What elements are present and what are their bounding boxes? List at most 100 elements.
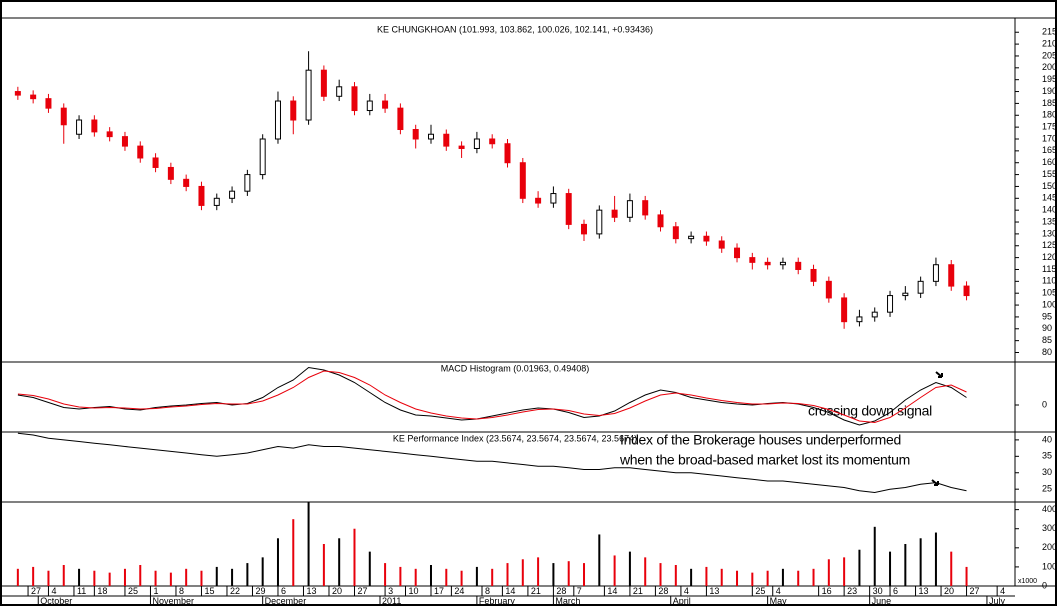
y-tick-label: 105 — [1042, 288, 1057, 298]
volume-bar — [919, 538, 922, 586]
volume-bar — [32, 566, 35, 586]
candle-body — [917, 280, 924, 294]
panel-title: KE Performance Index (23.5674, 23.5674, … — [393, 433, 637, 443]
candle-body — [581, 223, 588, 235]
y-tick-label: 120 — [1042, 252, 1057, 262]
volume-bar — [659, 563, 662, 586]
volume-bar — [812, 568, 815, 586]
month-label: May — [770, 596, 788, 606]
candle-body — [121, 136, 128, 147]
volume-bar — [353, 528, 356, 586]
y-tick-label: 110 — [1042, 276, 1056, 286]
candle-body — [734, 247, 741, 259]
candle-body — [642, 200, 649, 216]
candle-body — [749, 257, 756, 263]
x-tick-label: 23 — [847, 586, 857, 596]
volume-bar — [521, 559, 524, 586]
x-tick-label: 14 — [607, 586, 617, 596]
volume-bar — [292, 519, 295, 586]
annotation: crossing down signal — [808, 403, 932, 419]
candle-body — [596, 209, 603, 235]
candle-body — [366, 100, 373, 112]
x-tick-label: 21 — [531, 586, 541, 596]
volume-bar — [399, 566, 402, 586]
candle-body — [611, 209, 618, 218]
x-tick-label: 4 — [51, 586, 56, 596]
x-tick-label: 25 — [755, 586, 765, 596]
volume-bar — [445, 568, 448, 586]
x-tick-label: 10 — [408, 586, 418, 596]
volume-bar — [598, 534, 601, 586]
x-tick-label: 22 — [230, 586, 240, 596]
candle-body — [259, 138, 266, 176]
candle-body — [244, 174, 251, 192]
month-label: April — [673, 596, 691, 606]
x-tick-label: 4 — [1000, 586, 1005, 596]
candle-body — [519, 162, 526, 199]
candle-body — [902, 292, 909, 297]
candle-body — [137, 145, 144, 159]
month-label: October — [40, 596, 72, 606]
y-tick-label: 160 — [1042, 157, 1057, 167]
x-tick-label: 3 — [388, 586, 393, 596]
x-tick-label: 16 — [822, 586, 832, 596]
volume-bar — [491, 568, 494, 586]
volume-bar — [123, 568, 126, 586]
candle-body — [305, 69, 312, 121]
volume-bar — [965, 566, 968, 586]
candle-body — [535, 197, 542, 204]
candle-body — [887, 295, 894, 313]
y-tick-label: 175 — [1042, 122, 1057, 132]
y-tick-label: 215 — [1042, 27, 1057, 37]
x-tick-label: 4 — [684, 586, 689, 596]
volume-bar — [751, 572, 754, 586]
candle-body — [963, 285, 970, 297]
volume-bar — [567, 561, 570, 586]
panel-title: MACD Histogram (0.01963, 0.49408) — [441, 363, 590, 373]
volume-bar — [644, 557, 647, 586]
volume-bar — [736, 570, 739, 586]
y-tick-label: 115 — [1042, 264, 1056, 274]
volume-bar — [904, 544, 907, 586]
x-tick-label: 13 — [709, 586, 719, 596]
x-tick-label: 20 — [332, 586, 342, 596]
x-tick-label: 29 — [255, 586, 265, 596]
y-tick-label: 195 — [1042, 74, 1057, 84]
x-tick-label: 8 — [179, 586, 184, 596]
y-tick-label: 130 — [1042, 228, 1057, 238]
candle-body — [657, 214, 664, 228]
y-tick-label: 90 — [1042, 323, 1052, 333]
month-label: March — [555, 596, 580, 606]
candle-body — [213, 197, 220, 206]
volume-bar — [215, 566, 218, 586]
volume-bar — [552, 563, 555, 586]
volume-bar — [261, 557, 264, 586]
candle-body — [550, 193, 557, 204]
volume-bar — [766, 570, 769, 586]
candle-body — [14, 91, 21, 96]
x-tick-label: 7 — [577, 586, 582, 596]
y-tick-label: 170 — [1042, 133, 1057, 143]
volume-bar — [475, 566, 478, 586]
volume-bar — [62, 565, 65, 586]
y-tick-label: 190 — [1042, 86, 1057, 96]
line-series — [17, 366, 967, 426]
candle-body — [45, 98, 52, 109]
x-tick-label: 11 — [77, 586, 86, 596]
x-tick-label: 27 — [357, 586, 367, 596]
volume-bar — [384, 563, 387, 586]
x-tick-label: 8 — [485, 586, 490, 596]
candle-body — [229, 190, 236, 199]
candle-body — [489, 138, 496, 145]
volume-bar — [200, 570, 203, 586]
volume-bar — [460, 570, 463, 586]
candle-body — [382, 100, 389, 109]
candle-body — [458, 145, 465, 149]
volume-bar — [843, 557, 846, 586]
candle-body — [764, 261, 771, 266]
candle-body — [60, 107, 67, 126]
volume-bar — [506, 563, 509, 586]
volume-bar — [338, 538, 341, 586]
volume-bar — [628, 551, 631, 586]
